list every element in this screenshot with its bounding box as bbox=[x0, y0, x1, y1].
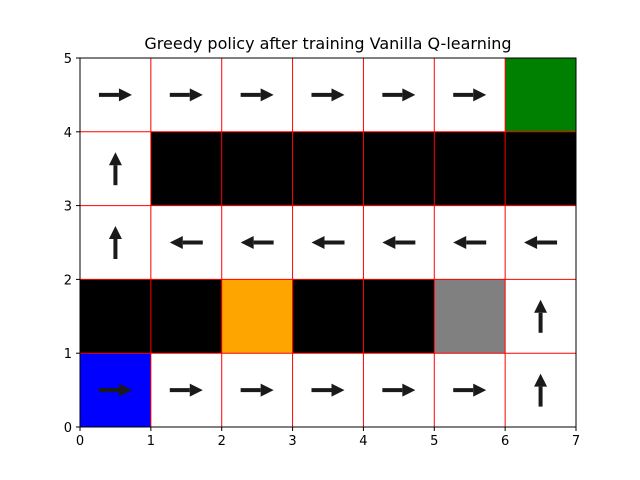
arrow-head bbox=[534, 299, 548, 313]
policy-arrow-left bbox=[524, 236, 558, 249]
policy-arrow-left bbox=[453, 236, 487, 249]
arrow-head bbox=[524, 236, 538, 249]
x-tick-label: 5 bbox=[430, 434, 438, 449]
x-tick-label: 4 bbox=[359, 434, 367, 449]
policy-arrow-right bbox=[311, 383, 345, 397]
x-tick-label: 6 bbox=[501, 434, 509, 449]
arrow-head bbox=[473, 383, 487, 397]
policy-arrow-up bbox=[108, 226, 122, 259]
policy-arrow-right bbox=[382, 88, 416, 102]
x-tick-label: 1 bbox=[147, 434, 155, 449]
y-tick-label: 3 bbox=[64, 200, 72, 215]
policy-arrow-up bbox=[534, 299, 548, 333]
y-tick-label: 2 bbox=[64, 273, 72, 288]
cell-wall bbox=[505, 131, 576, 206]
cell-wall bbox=[80, 279, 151, 354]
cell-wall bbox=[221, 131, 293, 206]
policy-arrow-left bbox=[382, 236, 416, 249]
arrow-head bbox=[118, 383, 132, 397]
arrow-head bbox=[331, 88, 345, 102]
cell-wall bbox=[150, 279, 222, 354]
x-tick-label: 7 bbox=[572, 434, 580, 449]
policy-arrow-right bbox=[453, 88, 487, 102]
arrow-head bbox=[189, 383, 203, 397]
arrow-head bbox=[108, 152, 122, 166]
cell-wall bbox=[292, 279, 364, 354]
y-tick-label: 5 bbox=[64, 52, 72, 67]
policy-arrow-left bbox=[311, 236, 345, 249]
plot-frame bbox=[79, 57, 577, 428]
arrow-head bbox=[118, 88, 132, 102]
x-tick-label: 2 bbox=[218, 434, 226, 449]
cell-wall bbox=[363, 279, 435, 354]
arrow-head bbox=[382, 236, 396, 249]
arrow-head bbox=[331, 383, 345, 397]
arrow-head bbox=[189, 88, 203, 102]
policy-arrow-up bbox=[534, 373, 548, 407]
y-tick-label: 1 bbox=[64, 347, 72, 362]
policy-arrow-right bbox=[98, 88, 132, 102]
policy-arrow-right bbox=[240, 88, 274, 102]
policy-arrow-up bbox=[108, 152, 122, 186]
policy-arrow-right bbox=[453, 383, 487, 397]
policy-arrow-right bbox=[169, 383, 203, 397]
policy-arrow-right bbox=[311, 88, 345, 102]
arrow-head bbox=[311, 236, 325, 249]
policy-arrow-left bbox=[240, 236, 274, 249]
policy-arrow-right bbox=[169, 88, 203, 102]
policy-arrow-right bbox=[240, 383, 274, 397]
arrow-head bbox=[260, 88, 274, 102]
cell-gray bbox=[434, 279, 506, 354]
chart-title: Greedy policy after training Vanilla Q-l… bbox=[144, 34, 511, 53]
cell-wall bbox=[363, 131, 435, 206]
arrow-head bbox=[402, 383, 416, 397]
y-axis: 0 1 2 3 4 5 bbox=[64, 52, 80, 436]
arrow-head bbox=[240, 236, 254, 249]
policy-arrows bbox=[98, 88, 558, 407]
grid-cells bbox=[80, 58, 576, 427]
policy-arrow-right bbox=[98, 383, 132, 397]
cell-wall bbox=[150, 131, 222, 206]
cell-orange bbox=[221, 279, 293, 354]
arrow-head bbox=[108, 226, 122, 239]
arrow-head bbox=[402, 88, 416, 102]
cell-wall bbox=[292, 131, 364, 206]
policy-arrow-right bbox=[382, 383, 416, 397]
x-axis: 0 1 2 3 4 5 6 7 bbox=[76, 427, 580, 449]
arrow-head bbox=[453, 236, 467, 249]
arrow-head bbox=[260, 383, 274, 397]
x-tick-label: 0 bbox=[76, 434, 84, 449]
arrow-head bbox=[473, 88, 487, 102]
arrow-head bbox=[534, 373, 548, 387]
arrow-head bbox=[169, 236, 183, 249]
y-tick-label: 4 bbox=[64, 126, 72, 141]
y-tick-label: 0 bbox=[64, 421, 72, 436]
policy-arrow-left bbox=[169, 236, 203, 249]
cell-goal bbox=[505, 58, 576, 132]
x-tick-label: 3 bbox=[288, 434, 296, 449]
cell-wall bbox=[434, 131, 506, 206]
